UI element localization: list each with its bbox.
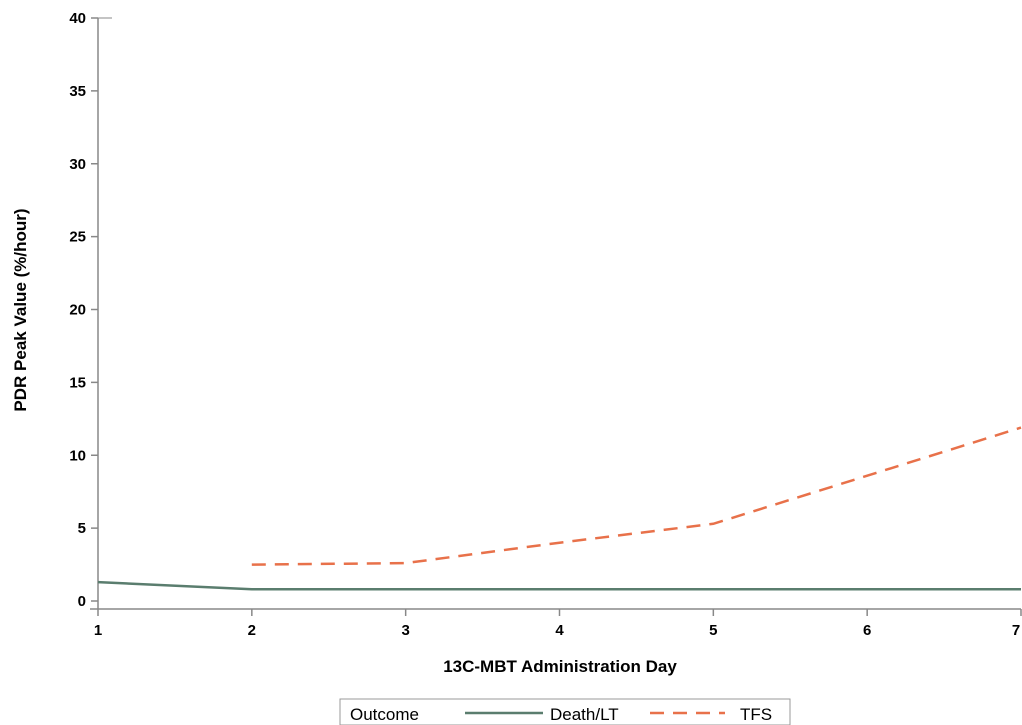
y-tick-label: 40 xyxy=(69,10,86,27)
x-axis-ticks: 1 2 3 4 5 6 7 xyxy=(94,609,1022,639)
x-tick-label: 6 xyxy=(863,622,871,639)
y-tick-label: 10 xyxy=(69,447,86,464)
y-tick-label: 25 xyxy=(69,229,86,246)
x-tick-label: 4 xyxy=(555,622,564,639)
y-tick-label: 30 xyxy=(69,156,86,173)
series-line-tfs xyxy=(251,426,1022,566)
y-tick-label: 35 xyxy=(69,83,86,100)
legend-box xyxy=(339,698,791,725)
y-axis-title: PDR Peak Value (%/hour) xyxy=(11,208,30,411)
axes xyxy=(90,17,1021,610)
legend-label-death-lt: Death/LT xyxy=(550,705,619,724)
x-axis-title: 13C-MBT Administration Day xyxy=(443,657,677,676)
x-tick-label: 3 xyxy=(401,622,409,639)
x-tick-label: 2 xyxy=(248,622,256,639)
legend-title: Outcome xyxy=(350,705,419,724)
y-tick-label: 15 xyxy=(69,374,86,391)
y-tick-label: 20 xyxy=(69,302,86,319)
x-tick-label: 7 xyxy=(1012,622,1020,639)
x-tick-label: 1 xyxy=(94,622,102,639)
y-tick-label: 0 xyxy=(78,593,86,610)
series-line-death-lt xyxy=(97,580,1021,591)
series-layer xyxy=(97,426,1022,591)
legend: Outcome Death/LT TFS xyxy=(339,698,791,725)
y-axis-ticks: 0 5 10 15 20 25 30 35 40 xyxy=(69,10,98,610)
x-tick-label: 5 xyxy=(709,622,717,639)
y-tick-label: 5 xyxy=(78,520,86,537)
legend-label-tfs: TFS xyxy=(740,705,772,724)
